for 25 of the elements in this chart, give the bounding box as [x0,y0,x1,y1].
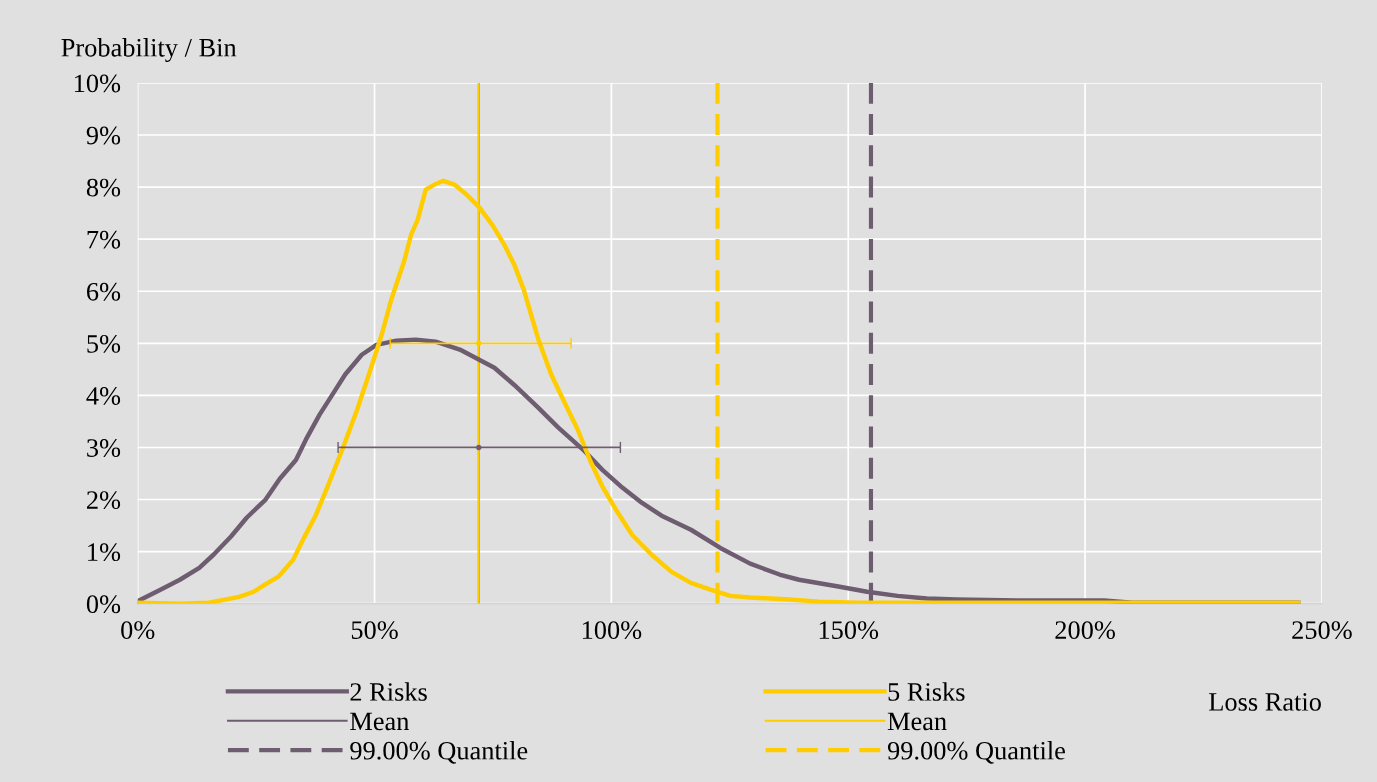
legend-label: 5 Risks [888,682,965,701]
y-tick-label: 6% [86,282,121,301]
x-tick-label: 200% [1055,621,1115,640]
legend-label: Mean [887,712,947,731]
legend-label: Mean [350,712,410,731]
x-tick-label: 50% [351,621,398,640]
y-tick-label: 3% [87,439,121,457]
y-tick-label: 8% [86,178,121,197]
x-tick-label: 0% [121,621,155,640]
y-tick-label: 7% [87,230,121,249]
y-tick-label: 0% [86,595,121,614]
y-tick-label: 10% [74,74,121,93]
x-tick-label: 250% [1292,621,1352,640]
y-axis-title: Probability / Bin [61,38,237,63]
x-tick-label: 100% [582,621,642,640]
legend-label: 99.00% Quantile [350,741,528,764]
x-axis-title: Loss Ratio [1209,693,1321,711]
legend-label: 2 Risks [350,682,427,701]
y-tick-label: 5% [87,334,121,353]
x-tick-label: 150% [819,621,879,640]
legend-label: 99.00% Quantile [887,741,1065,764]
y-tick-label: 2% [87,491,121,510]
y-tick-label: 1% [88,543,121,562]
y-tick-label: 4% [86,386,121,405]
y-tick-label: 9% [86,126,121,145]
